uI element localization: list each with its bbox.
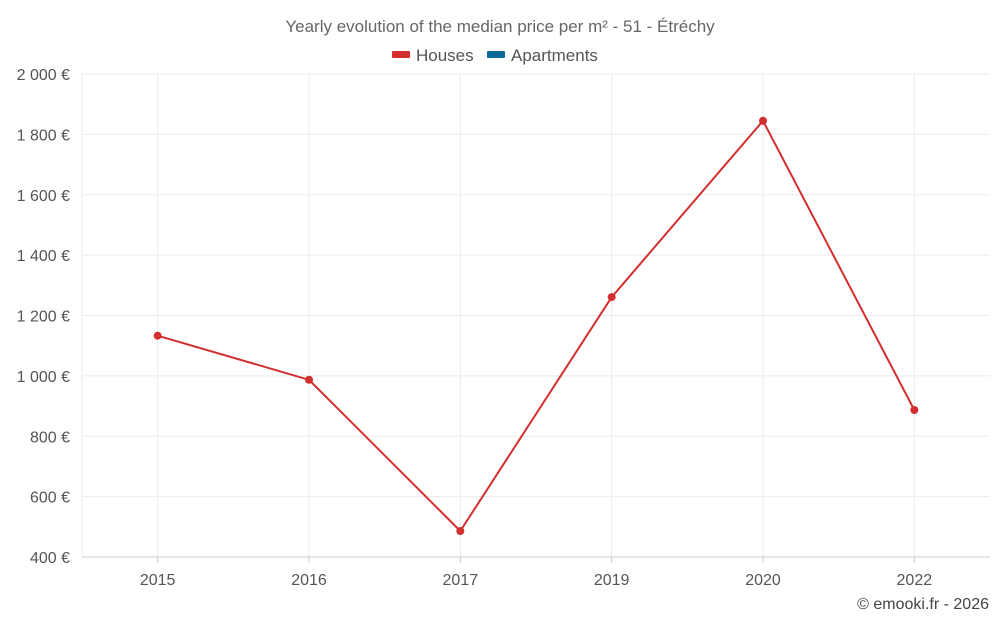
data-point[interactable] [305,375,313,384]
legend-swatch-apartments [487,51,505,58]
y-tick-label: 1 400 € [17,248,70,265]
data-point[interactable] [153,331,162,340]
y-tick-label: 1 200 € [17,309,70,326]
y-tick-label: 1 800 € [17,127,70,144]
y-tick-label: 1 600 € [17,188,70,205]
data-point[interactable] [759,116,767,125]
series-houses [153,116,919,536]
series-line [157,119,916,532]
data-point[interactable] [456,527,465,536]
y-tick-label: 800 € [30,429,70,446]
chart-title: Yearly evolution of the median price per… [285,17,715,36]
y-tick-label: 2 000 € [17,67,70,84]
data-point[interactable] [910,405,919,414]
chart-legend: Houses Apartments [392,46,598,65]
y-axis: 400 € 600 € 800 € 1 000 € 1 200 € 1 400 € 1 60… [17,67,70,567]
legend-label-houses: Houses [416,46,474,65]
x-tick-label: 2017 [443,572,479,589]
x-tick-label: 2015 [140,572,176,589]
legend-label-apartments: Apartments [511,46,598,65]
data-point[interactable] [607,293,616,302]
y-tick-label: 1 000 € [17,369,70,386]
credit-text: © emooki.fr - 2026 [857,596,989,613]
y-tick-label: 400 € [30,550,70,567]
legend-item-apartments[interactable]: Apartments [487,46,598,65]
legend-swatch-houses [392,51,410,58]
x-tick-label: 2022 [897,572,933,589]
x-tick-label: 2016 [291,572,327,589]
legend-item-houses[interactable]: Houses [392,46,474,65]
y-tick-label: 600 € [30,490,70,507]
x-tick-label: 2019 [594,572,630,589]
x-tick-label: 2020 [745,572,781,589]
grid-lines [81,73,990,557]
x-axis: 2015 2016 2017 2019 2020 2022 [82,556,990,589]
